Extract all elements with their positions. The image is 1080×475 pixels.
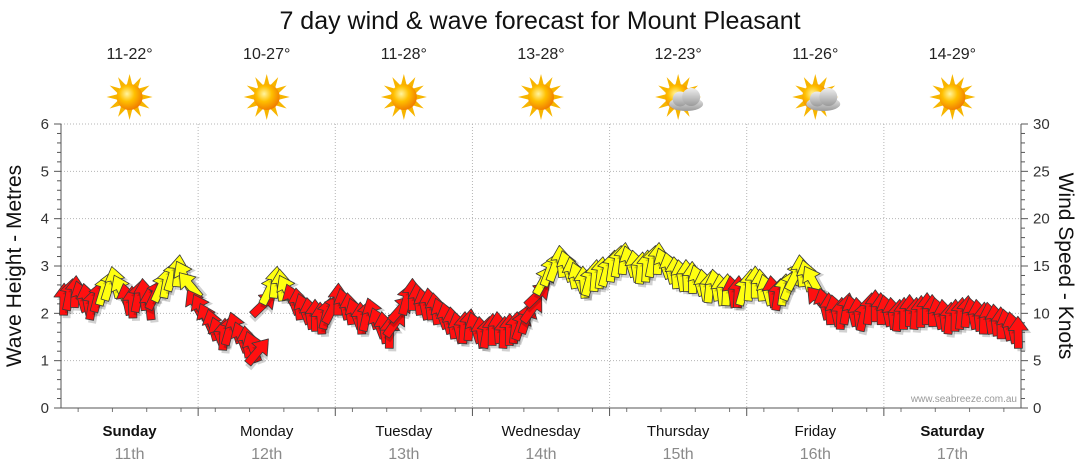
- cloud-icon: [669, 88, 704, 111]
- sun-icon: [518, 74, 564, 120]
- partly-cloudy-icon: [792, 74, 841, 120]
- day-name: Sunday: [102, 423, 157, 440]
- right-tick-label: 15: [1033, 258, 1050, 275]
- temperature-range: 11-28°: [381, 46, 427, 63]
- temperature-range: 11-26°: [792, 46, 838, 63]
- day-date: 16th: [800, 446, 831, 463]
- day-date: 14th: [525, 446, 556, 463]
- partly-cloudy-icon: [655, 74, 704, 120]
- credit-text: www.seabreeze.com.au: [910, 394, 1017, 405]
- temperature-range: 14-29°: [929, 46, 976, 63]
- wind-arrow: [1007, 315, 1032, 352]
- wind-arrow: [802, 265, 828, 298]
- day-name: Saturday: [920, 423, 985, 440]
- right-tick-label: 10: [1033, 305, 1050, 322]
- sun-icon: [380, 74, 427, 120]
- day-name: Tuesday: [375, 423, 432, 440]
- left-tick-label: 2: [41, 305, 49, 322]
- left-tick-label: 1: [41, 353, 49, 370]
- right-tick-label: 5: [1033, 353, 1041, 370]
- day-name: Friday: [794, 423, 836, 440]
- day-labels: Sunday 11th Monday 12th Tuesday 13th Wednesday…: [102, 423, 985, 463]
- left-tick-label: 6: [41, 116, 49, 133]
- day-name: Monday: [240, 423, 294, 440]
- right-axis-title: Wind Speed - Knots: [1054, 173, 1077, 360]
- day-date: 11th: [115, 446, 145, 463]
- temperature-range: 12-23°: [654, 46, 701, 63]
- right-tick-label: 25: [1033, 163, 1050, 180]
- right-axis-ticks: 0 5 10 15 20 25 30: [1033, 116, 1050, 417]
- sun-icon: [243, 74, 290, 120]
- sun-icon: [929, 74, 976, 120]
- day-name: Wednesday: [502, 423, 581, 440]
- wind-arrow: [244, 338, 269, 371]
- chart-title: 7 day wind & wave forecast for Mount Ple…: [279, 7, 800, 35]
- left-tick-label: 0: [41, 400, 49, 417]
- day-date: 17th: [937, 446, 968, 463]
- temperature-range: 10-27°: [243, 46, 290, 63]
- temperature-range: 13-28°: [517, 46, 564, 63]
- right-tick-label: 20: [1033, 211, 1050, 228]
- day-date: 13th: [388, 446, 419, 463]
- day-name: Thursday: [647, 423, 710, 440]
- cloud-icon: [806, 88, 841, 111]
- day-date: 12th: [251, 446, 282, 463]
- right-tick-label: 30: [1033, 116, 1050, 133]
- left-tick-label: 5: [41, 163, 49, 180]
- left-tick-label: 3: [41, 258, 49, 275]
- left-axis-title: Wave Height - Metres: [3, 165, 26, 367]
- left-axis-ticks: 0 1 2 3 4 5 6: [41, 116, 49, 417]
- left-tick-label: 4: [41, 211, 49, 228]
- wind-arrows: [53, 242, 1032, 371]
- temperature-range: 11-22°: [107, 46, 153, 63]
- plot-area: [53, 123, 1032, 416]
- day-date: 15th: [663, 446, 694, 463]
- right-tick-label: 0: [1033, 400, 1041, 417]
- day-header: 11-22° 10-27° 11-28° 13-28° 12-23° 11-26° 14-2…: [106, 46, 976, 120]
- sun-icon: [106, 74, 153, 120]
